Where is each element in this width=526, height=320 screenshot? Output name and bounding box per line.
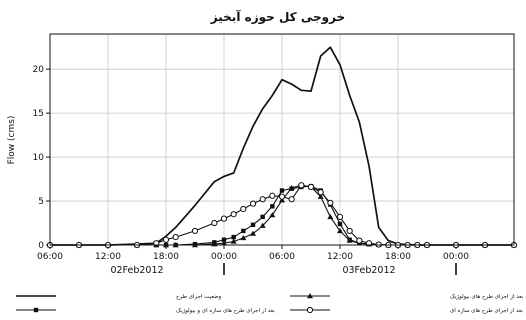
data-point-circle (211, 219, 218, 227)
data-point-triangle (279, 197, 285, 203)
data-point-triangle (230, 238, 237, 244)
data-point-circle (307, 183, 315, 191)
data-point-circle (162, 236, 170, 243)
data-point-square (279, 188, 285, 193)
y-tick-label: 5 (38, 197, 44, 207)
legend-label: بعد از اجرای طرح های سازه ای و بیولوژیک (176, 307, 275, 314)
x-tick-label: 00:00 (211, 252, 237, 262)
x-tick-label: 06:00 (37, 252, 63, 262)
y-tick-label: 20 (33, 65, 45, 75)
data-point-circle (346, 227, 353, 235)
data-point-circle (269, 192, 276, 199)
y-tick-label: 0 (38, 241, 44, 251)
data-point-triangle (259, 222, 266, 228)
data-point-triangle (307, 293, 313, 299)
data-point-triangle (288, 184, 295, 191)
data-point-square (260, 214, 265, 220)
data-point-circle (306, 306, 314, 314)
y-tick-label: 15 (33, 109, 44, 119)
data-point-circle (356, 237, 363, 244)
data-point-square (231, 234, 236, 240)
data-point-triangle (337, 227, 343, 234)
data-point-circle (230, 211, 237, 218)
series-line (50, 46, 514, 246)
data-point-circle (240, 205, 247, 213)
data-point-circle (249, 200, 257, 207)
chart-title: خروجی کل حوزه آبخیز (210, 9, 345, 25)
data-point-triangle (327, 213, 334, 220)
data-point-circle (220, 215, 228, 222)
legend-item: وضعیت اجرای طرح (16, 294, 222, 300)
legend: وضعیت اجرای طرح بعد از اجرای طرح های سازه… (16, 293, 524, 314)
data-point-square (337, 221, 343, 227)
data-point-square (270, 204, 275, 209)
y-tick-label: 10 (33, 153, 45, 163)
date-label: 02Feb2012 (110, 265, 163, 276)
data-point-circle (327, 199, 334, 206)
legend-item: بعد از اجرای طرح های بیولوژیک (290, 293, 524, 300)
data-point-square (241, 228, 246, 234)
data-point-triangle (250, 230, 256, 236)
date-label: 03Feb2012 (342, 265, 395, 276)
x-tick-label: 00:00 (443, 252, 469, 262)
data-point-circle (259, 196, 266, 203)
x-tick-label: 18:00 (385, 252, 411, 262)
data-point-triangle (269, 212, 276, 218)
data-point-triangle (221, 240, 227, 246)
legend-label: بعد از اجرای طرح های سازه ای (450, 308, 524, 314)
x-axis-ticks: 06:00 12:00 18:00 00:00 06:00 12:00 18:00 00:00 (37, 245, 469, 262)
data-point-circle (288, 196, 295, 203)
data-point-square (250, 222, 256, 227)
data-point-circle (317, 189, 324, 196)
y-axis-label: Flow (cms) (7, 116, 17, 165)
x-tick-label: 12:00 (95, 252, 121, 262)
y-axis-ticks: 0 5 10 15 20 (33, 65, 50, 251)
data-point-triangle (317, 193, 324, 199)
legend-item: بعد از اجرای طرح های سازه ای (290, 306, 524, 314)
data-point-circle (278, 193, 286, 200)
data-point-circle (336, 213, 344, 220)
data-point-triangle (240, 234, 247, 241)
data-point-circle (191, 227, 199, 235)
legend-label: بعد از اجرای طرح های بیولوژیک (450, 293, 524, 300)
data-point-square (221, 237, 227, 242)
legend-label: وضعیت اجرای طرح (176, 294, 222, 300)
grid (50, 34, 514, 245)
x-tick-label: 06:00 (269, 252, 295, 262)
data-point-square (33, 307, 39, 313)
data-point-circle (172, 233, 179, 241)
x-tick-label: 12:00 (327, 252, 353, 262)
x-tick-label: 18:00 (153, 252, 179, 262)
series-1 (50, 46, 514, 246)
legend-item: بعد از اجرای طرح های سازه ای و بیولوژیک (16, 307, 275, 314)
date-labels: 02Feb2012 03Feb2012 (110, 263, 457, 276)
data-point-triangle (346, 237, 353, 243)
plot-frame (49, 33, 515, 246)
data-point-circle (298, 182, 305, 189)
